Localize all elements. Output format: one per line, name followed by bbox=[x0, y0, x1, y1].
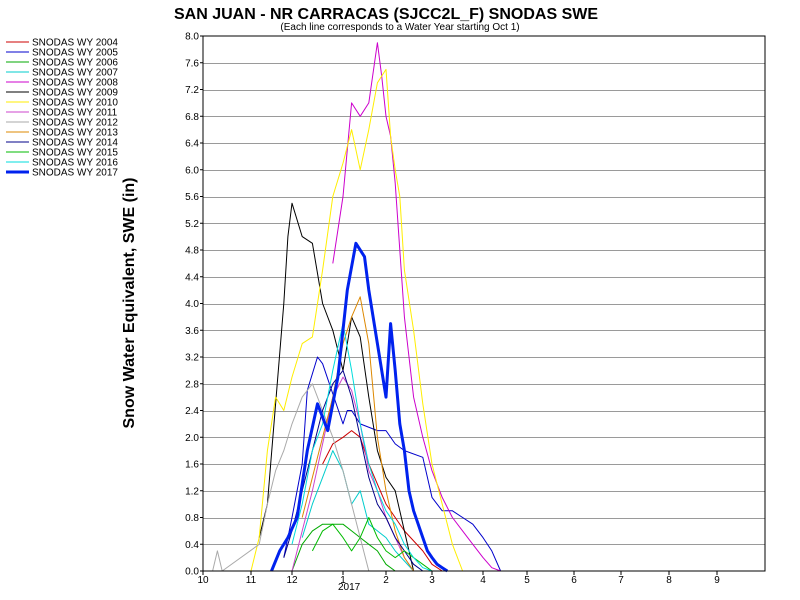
x-tick-label: 2 bbox=[383, 575, 389, 586]
x-tick-label: 3 bbox=[429, 575, 435, 586]
y-tick-label: 0.0 bbox=[185, 567, 199, 578]
y-tick-labels: 0.0 0.4 0.8 1.2 1.6 2.0 2.4 2.8 3.2 3.6 4.0 4.4 4.8 5… bbox=[185, 32, 203, 578]
x-tick-labels: 10 11 12 1 2 3 4 5 6 7 8 9 bbox=[197, 571, 720, 586]
series-line-9 bbox=[301, 296, 415, 572]
chart-subtitle: (Each line corresponds to a Water Year s… bbox=[280, 22, 519, 33]
series-line-7 bbox=[291, 376, 415, 572]
y-tick-label: 2.4 bbox=[185, 406, 199, 417]
series-line-8 bbox=[212, 383, 370, 572]
y-tick-label: 2.8 bbox=[185, 379, 199, 390]
legend-label: SNODAS WY 2009 bbox=[32, 88, 118, 99]
y-tick-label: 4.8 bbox=[185, 246, 199, 257]
series-line-13 bbox=[270, 241, 449, 573]
y-tick-label: 4.0 bbox=[185, 299, 199, 310]
y-tick-label: 5.2 bbox=[185, 219, 199, 230]
y-tick-label: 6.4 bbox=[185, 139, 199, 150]
x-tick-label: 4 bbox=[480, 575, 486, 586]
x-tick-label: 7 bbox=[618, 575, 624, 586]
y-tick-label: 1.2 bbox=[185, 486, 199, 497]
y-tick-label: 3.6 bbox=[185, 326, 199, 337]
y-axis-label: Snow Water Equivalent, SWE (in) bbox=[121, 178, 138, 429]
y-tick-label: 7.6 bbox=[185, 58, 199, 69]
x-tick-label: 10 bbox=[197, 575, 209, 586]
legend-label: SNODAS WY 2006 bbox=[32, 58, 118, 69]
legend-label: SNODAS WY 2007 bbox=[32, 68, 118, 79]
series-line-11 bbox=[311, 517, 433, 572]
series-line-4 bbox=[332, 42, 501, 572]
legend-label: SNODAS WY 2011 bbox=[32, 108, 118, 119]
legend-label: SNODAS WY 2004 bbox=[32, 38, 118, 49]
grid-lines bbox=[203, 63, 765, 545]
x-tick-label: 5 bbox=[524, 575, 530, 586]
series-line-0 bbox=[322, 430, 443, 572]
legend-label: SNODAS WY 2010 bbox=[32, 98, 118, 109]
legend-label: SNODAS WY 2015 bbox=[32, 148, 118, 159]
y-tick-label: 7.2 bbox=[185, 85, 199, 96]
legend-label: SNODAS WY 2017 bbox=[32, 168, 118, 179]
x-tick-label: 9 bbox=[714, 575, 720, 586]
series-line-1 bbox=[283, 356, 502, 572]
legend-label: SNODAS WY 2012 bbox=[32, 118, 118, 129]
x-tick-label: 12 bbox=[286, 575, 298, 586]
y-tick-label: 8.0 bbox=[185, 32, 199, 43]
series-line-12 bbox=[291, 323, 433, 572]
legend-label: SNODAS WY 2005 bbox=[32, 48, 118, 59]
series-line-3 bbox=[301, 450, 414, 572]
chart-title: SAN JUAN - NR CARRACAS (SJCC2L_F) SNODAS… bbox=[174, 6, 598, 23]
y-tick-label: 0.8 bbox=[185, 513, 199, 524]
y-tick-label: 0.4 bbox=[185, 540, 199, 551]
y-tick-label: 6.8 bbox=[185, 112, 199, 123]
legend-label: SNODAS WY 2008 bbox=[32, 78, 118, 89]
x-tick-label: 11 bbox=[246, 575, 257, 586]
x-tick-label: 1 bbox=[340, 575, 346, 586]
y-tick-label: 3.2 bbox=[185, 353, 199, 364]
legend-label: SNODAS WY 2014 bbox=[32, 138, 118, 149]
series-line-10 bbox=[283, 369, 424, 572]
series-line-5 bbox=[258, 202, 415, 572]
series-lines bbox=[212, 42, 502, 573]
y-tick-label: 6.0 bbox=[185, 165, 199, 176]
legend-label: SNODAS WY 2016 bbox=[32, 158, 118, 169]
y-tick-label: 4.4 bbox=[185, 272, 199, 283]
x-tick-label: 6 bbox=[571, 575, 577, 586]
x-axis-year-label: 2017 bbox=[338, 582, 361, 593]
y-tick-label: 5.6 bbox=[185, 192, 199, 203]
y-tick-label: 1.6 bbox=[185, 460, 199, 471]
series-line-2 bbox=[291, 523, 396, 572]
y-tick-label: 2.0 bbox=[185, 433, 199, 444]
legend-label: SNODAS WY 2013 bbox=[32, 128, 118, 139]
series-line-6 bbox=[250, 68, 464, 572]
x-tick-label: 8 bbox=[666, 575, 672, 586]
